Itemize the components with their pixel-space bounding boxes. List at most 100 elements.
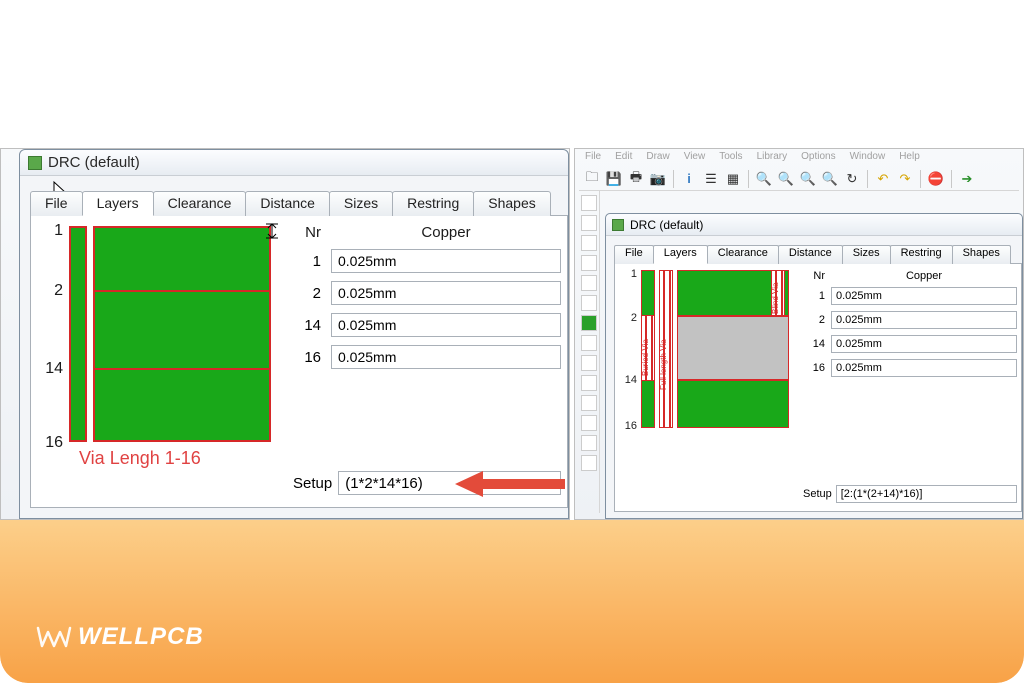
menu-item[interactable]: Window xyxy=(850,151,886,162)
strip-icon[interactable] xyxy=(581,255,597,271)
drc-window-left: DRC (default) File Layers Clearance Dist… xyxy=(19,149,569,519)
tab-clearance[interactable]: Clearance xyxy=(153,191,247,216)
copper-table: Nr Copper 1 0.025mm 2 0.025mm 14 xyxy=(293,224,561,373)
refresh-icon[interactable]: ↻ xyxy=(843,170,861,188)
strip-icon[interactable] xyxy=(581,415,597,431)
tab-clearance[interactable]: Clearance xyxy=(707,245,779,264)
layers-icon[interactable]: ☰ xyxy=(702,170,720,188)
menu-item[interactable]: View xyxy=(684,151,706,162)
zoom-fit-icon[interactable]: 🔍 xyxy=(777,170,795,188)
drc-window-right: DRC (default) File Layers Clearance Dist… xyxy=(605,213,1023,519)
strip-icon[interactable] xyxy=(581,235,597,251)
row-val[interactable]: 0.025mm xyxy=(331,249,561,273)
menu-item[interactable]: Options xyxy=(801,151,835,162)
table-row: 1 0.025mm xyxy=(293,245,561,277)
toolbar-sep xyxy=(951,170,952,188)
redo-icon[interactable]: ↷ xyxy=(896,170,914,188)
row-val[interactable]: 0.025mm xyxy=(831,359,1017,377)
layer-stack-diagram: 1 2 14 16 xyxy=(41,224,273,446)
layer-num: 14 xyxy=(621,374,637,386)
strip-icon[interactable] xyxy=(581,295,597,311)
menu-item[interactable]: File xyxy=(585,151,601,162)
stack-main xyxy=(93,226,271,442)
th-copper: Copper xyxy=(331,224,561,241)
setup-label: Setup xyxy=(293,475,332,492)
strip-icon[interactable] xyxy=(581,395,597,411)
tab-shapes[interactable]: Shapes xyxy=(473,191,550,216)
zoom-sel-icon[interactable]: 🔍 xyxy=(821,170,839,188)
titlebar-right: DRC (default) xyxy=(606,214,1022,236)
th-copper: Copper xyxy=(831,270,1017,282)
tab-body-left: 1 2 14 16 xyxy=(30,216,568,508)
tab-restring[interactable]: Restring xyxy=(890,245,953,264)
tab-sizes[interactable]: Sizes xyxy=(842,245,891,264)
logo-text: WELLPCB xyxy=(78,623,204,651)
tab-restring[interactable]: Restring xyxy=(392,191,474,216)
app-icon xyxy=(612,219,624,231)
strip-icon[interactable] xyxy=(581,335,597,351)
tab-layers[interactable]: Layers xyxy=(653,245,708,264)
tab-file[interactable]: File xyxy=(30,191,83,216)
setup-row-right: Setup [2:(1*(2+14)*16)] xyxy=(803,485,1017,503)
setup-input[interactable]: [2:(1*(2+14)*16)] xyxy=(836,485,1017,503)
menu-item[interactable]: Edit xyxy=(615,151,632,162)
toolbar-sep xyxy=(748,170,749,188)
tab-distance[interactable]: Distance xyxy=(245,191,329,216)
left-screenshot: DRC (default) File Layers Clearance Dist… xyxy=(0,148,570,520)
menu-item[interactable]: Draw xyxy=(646,151,669,162)
layer-num-14: 14 xyxy=(41,360,63,378)
titlebar-left: DRC (default) xyxy=(20,150,568,176)
annotation-arrow xyxy=(455,469,565,499)
zoom-out-icon[interactable]: 🔍 xyxy=(755,170,773,188)
tab-distance[interactable]: Distance xyxy=(778,245,843,264)
print-icon[interactable]: 🖶 xyxy=(627,170,645,188)
layer-num: 1 xyxy=(621,268,637,280)
col1-bot xyxy=(641,380,655,428)
tab-shapes[interactable]: Shapes xyxy=(952,245,1011,264)
strip-icon[interactable] xyxy=(581,455,597,471)
strip-icon[interactable] xyxy=(581,355,597,371)
strip-icon[interactable] xyxy=(581,195,597,211)
menu-item[interactable]: Help xyxy=(899,151,920,162)
tabs-right: File Layers Clearance Distance Sizes Res… xyxy=(614,244,1022,264)
full-via-label: Full length Via xyxy=(659,310,668,390)
strip-icon[interactable] xyxy=(581,375,597,391)
row-val[interactable]: 0.025mm xyxy=(331,345,561,369)
row-val[interactable]: 0.025mm xyxy=(831,311,1017,329)
table-row: 14 0.025mm xyxy=(293,309,561,341)
row-val[interactable]: 0.025mm xyxy=(331,313,561,337)
th-nr: Nr xyxy=(803,270,831,282)
tabs-left: File Layers Clearance Distance Sizes Res… xyxy=(30,190,568,216)
strip-icon[interactable] xyxy=(581,435,597,451)
palette-icon[interactable]: ▦ xyxy=(724,170,742,188)
tab-sizes[interactable]: Sizes xyxy=(329,191,393,216)
open-icon[interactable]: 🗀 xyxy=(583,170,601,188)
row-val[interactable]: 0.025mm xyxy=(831,287,1017,305)
tab-body-right: 1 2 14 16 Buried Via xyxy=(614,264,1022,512)
row-val[interactable]: 0.025mm xyxy=(331,281,561,305)
row-nr: 16 xyxy=(293,349,331,366)
strip-icon[interactable] xyxy=(581,275,597,291)
menu-item[interactable]: Library xyxy=(757,151,788,162)
cam-icon[interactable]: 📷 xyxy=(649,170,667,188)
info-icon[interactable]: i xyxy=(680,170,698,188)
go-icon[interactable]: ➔ xyxy=(958,170,976,188)
table-row: 2 0.025mm xyxy=(293,277,561,309)
layer-num: 16 xyxy=(621,420,637,432)
row-nr: 2 xyxy=(803,314,831,326)
row-val[interactable]: 0.025mm xyxy=(831,335,1017,353)
undo-icon[interactable]: ↶ xyxy=(874,170,892,188)
save-icon[interactable]: 💾 xyxy=(605,170,623,188)
zoom-in-icon[interactable]: 🔍 xyxy=(799,170,817,188)
strip-icon[interactable] xyxy=(581,315,597,331)
window-title: DRC (default) xyxy=(48,154,140,171)
stop-icon[interactable]: ⛔ xyxy=(927,170,945,188)
menu-item[interactable]: Tools xyxy=(719,151,742,162)
strip-icon[interactable] xyxy=(581,215,597,231)
tab-layers[interactable]: Layers xyxy=(82,191,154,216)
tab-file[interactable]: File xyxy=(614,245,654,264)
layer-sep-1 xyxy=(93,290,271,292)
layer-num: 2 xyxy=(621,312,637,324)
toolbar-sep xyxy=(867,170,868,188)
toolbar-sep xyxy=(673,170,674,188)
